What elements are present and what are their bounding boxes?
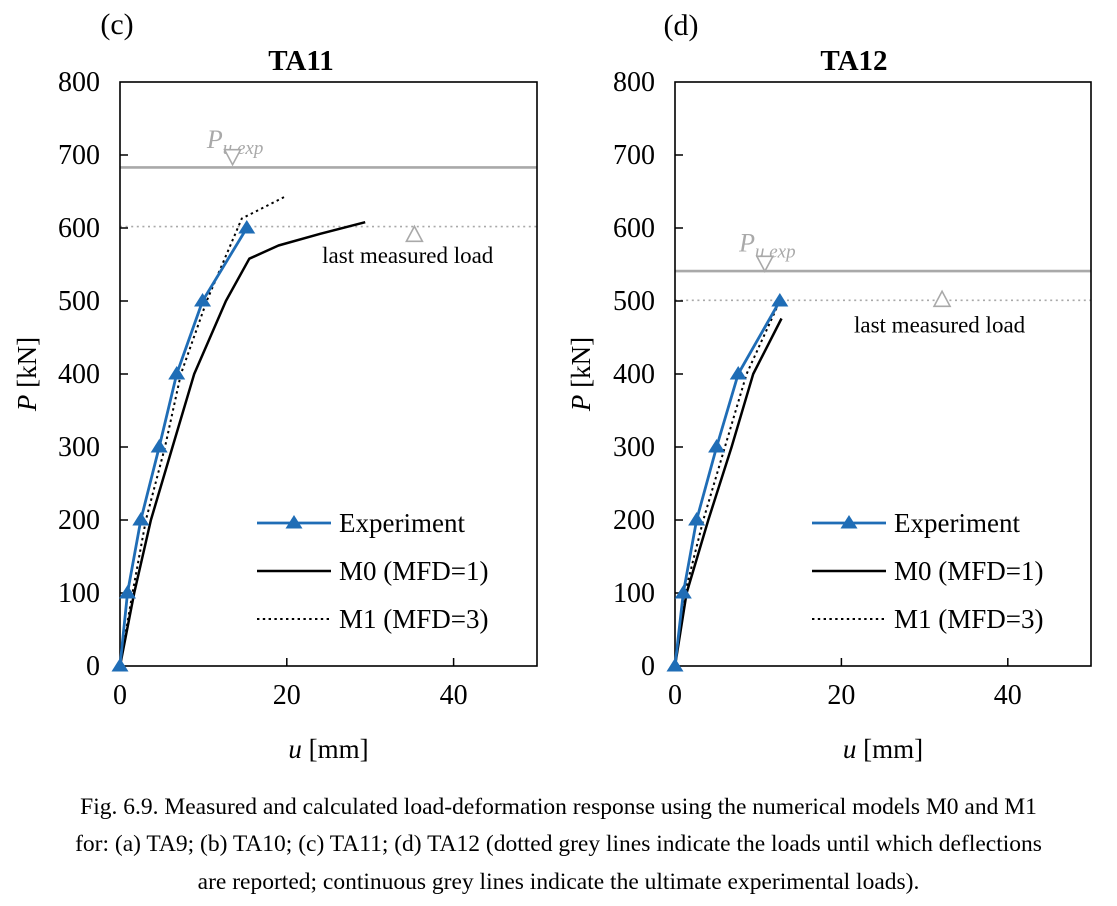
y-tick-label: 0 [86,651,100,682]
m0-mfd-1-series-line [118,220,366,667]
y-axis-label: P [kN] [566,337,596,412]
y-tick-label: 700 [58,140,100,171]
x-axis-label: u [mm] [288,734,368,764]
x-tick-label: 0 [668,680,682,711]
y-tick-label: 0 [641,651,655,682]
experiment-series-line [118,227,248,667]
x-tick-label: 40 [994,680,1022,711]
pu-exp-marker-icon [755,255,775,273]
legend-label: M0 (MFD=1) [339,556,489,586]
chart-panel-ta11: 0 100 200 300 400 500 600 700 800 0 20 40 TA11 (c) u [… [12,8,538,764]
y-tick-label: 100 [58,578,100,609]
legend-label: Experiment [339,508,465,538]
y-tick-label: 800 [613,67,655,98]
m0-mfd-1-series-line [673,317,783,667]
y-tick-label: 800 [58,67,100,98]
experiment-series-line [673,300,782,667]
legend-label: Experiment [894,508,1020,538]
legend-marker-icon [840,515,858,529]
legend-label: M0 (MFD=1) [894,556,1044,586]
last-measured-load-label: last measured load [322,243,494,268]
y-tick-label: 600 [613,213,655,244]
experiment-data-marker-icon [708,439,726,453]
y-tick-label: 700 [613,140,655,171]
last-measured-load-marker-icon [405,224,424,243]
caption-line-3: are reported; continuous grey lines indi… [197,868,920,895]
x-tick-label: 20 [273,680,301,711]
y-tick-label: 200 [613,505,655,536]
y-tick-label: 300 [613,432,655,463]
legend-label: M1 (MFD=3) [894,604,1044,634]
y-tick-label: 300 [58,432,100,463]
caption-line-2: for: (a) TA9; (b) TA10; (c) TA11; (d) TA… [75,831,1042,858]
experiment-data-marker-icon [238,220,256,234]
figure-caption: Fig. 6.9. Measured and calculated load-d… [0,789,1117,901]
panel-label: (c) [100,8,133,41]
last-measured-load-marker-icon [932,289,952,308]
m1-mfd-3-series-line [119,195,286,667]
y-tick-label: 200 [58,505,100,536]
y-tick-label: 500 [613,286,655,317]
y-tick-label: 400 [58,359,100,390]
pu-exp-marker-icon [223,148,242,167]
x-tick-label: 40 [440,680,468,711]
y-tick-label: 400 [613,359,655,390]
y-tick-label: 600 [58,213,100,244]
x-axis-label: u [mm] [843,734,923,764]
experiment-data-marker-icon [729,366,747,380]
experiment-data-marker-icon [771,293,789,307]
caption-line-1: Fig. 6.9. Measured and calculated load-d… [80,794,1037,820]
experiment-data-marker-icon [194,293,212,307]
legend-label: M1 (MFD=3) [339,604,489,634]
chart-title: TA12 [820,45,887,77]
experiment-data-marker-icon [674,585,692,599]
y-tick-label: 500 [58,286,100,317]
x-tick-label: 20 [827,680,855,711]
experiment-data-marker-icon [168,366,186,380]
experiment-data-marker-icon [150,439,168,453]
y-tick-label: 100 [613,578,655,609]
last-measured-load-label: last measured load [854,312,1026,337]
experiment-data-marker-icon [132,512,150,526]
experiment-data-marker-icon [111,658,129,672]
m1-mfd-3-series-line [674,307,778,667]
panel-label: (d) [664,9,699,42]
experiment-data-marker-icon [119,585,137,599]
y-axis-label: P [kN] [12,337,42,412]
chart-panel-ta12: 0 100 200 300 400 500 600 700 800 0 20 40 TA12 (d) u [… [566,9,1092,764]
chart-title: TA11 [268,45,334,77]
experiment-data-marker-icon [688,512,706,526]
experiment-data-marker-icon [666,658,684,672]
legend-marker-icon [285,515,303,529]
x-tick-label: 0 [113,680,127,711]
